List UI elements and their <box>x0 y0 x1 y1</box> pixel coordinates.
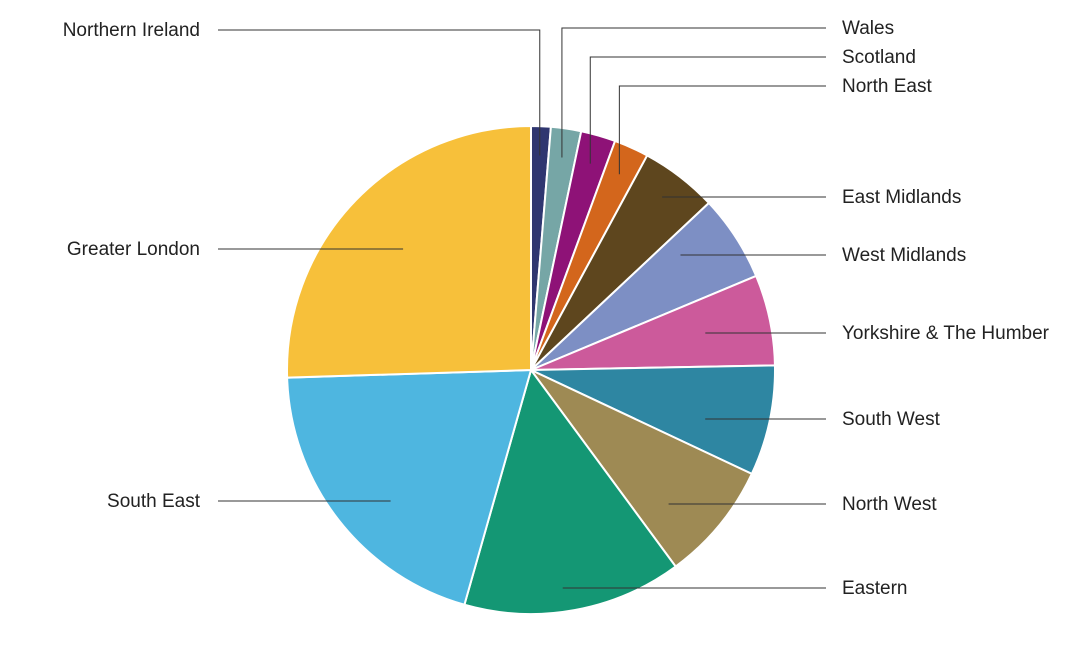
label-north-east: North East <box>842 76 932 97</box>
leader-lines <box>218 27 826 589</box>
label-scotland: Scotland <box>842 47 916 68</box>
slice-south-west <box>530 364 776 476</box>
leader-wales <box>561 27 826 158</box>
slice-greater-london <box>286 124 532 379</box>
label-greater-london: Greater London <box>67 239 200 260</box>
label-east-midlands: East Midlands <box>842 187 961 208</box>
label-wales: Wales <box>842 18 894 39</box>
slice-south-east <box>286 368 533 606</box>
slice-eastern <box>463 367 678 615</box>
label-south-east: South East <box>107 491 201 512</box>
label-yorkshire-and-the-humber: Yorkshire & The Humber <box>842 323 1050 344</box>
slice-north-west <box>530 369 754 568</box>
pie-slices <box>286 124 776 615</box>
leader-northern-ireland <box>218 29 541 156</box>
leader-north-east <box>618 85 826 175</box>
label-eastern: Eastern <box>842 578 907 599</box>
label-south-west: South West <box>842 409 941 430</box>
label-west-midlands: West Midlands <box>842 245 966 266</box>
slice-labels: Northern Ireland Wales Scotland North East E… <box>63 18 1050 599</box>
label-north-west: North West <box>842 494 937 515</box>
label-northern-ireland: Northern Ireland <box>63 20 200 41</box>
leader-scotland <box>589 56 826 164</box>
